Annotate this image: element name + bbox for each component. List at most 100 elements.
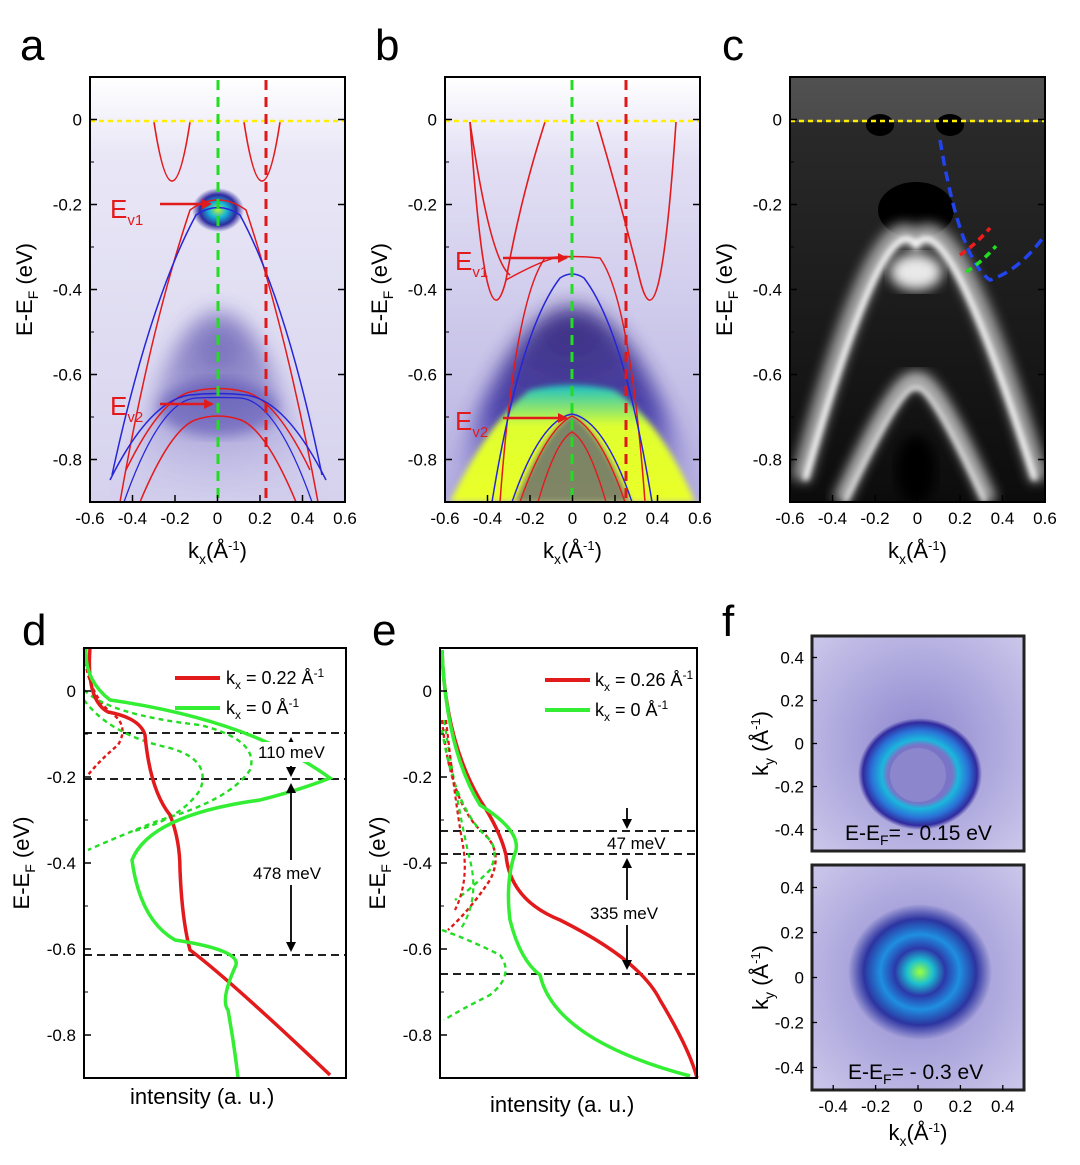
y-tick-label: -0.2 <box>775 778 804 797</box>
x-tick-label: 0.6 <box>1033 509 1057 528</box>
y-tick-label: -0.8 <box>403 1026 432 1045</box>
caption-top-map: E-EF= - 0.15 eV <box>845 822 992 848</box>
x-tick-label: -0.4 <box>118 509 147 528</box>
axes-ticks-a: 0 -0.2 -0.4 -0.6 -0.8 -0.6 -0.4 -0.2 0 0.2 0.4 0.6 k… <box>12 76 357 567</box>
axes-ticks-e: 0 -0.2 -0.4 -0.6 -0.8 E-EF (eV) <box>365 647 447 1079</box>
x-tick-label: -0.2 <box>160 509 189 528</box>
legend-item-e-green: kx = 0 Å-1 <box>595 698 669 724</box>
x-tick-label: 0.2 <box>948 509 972 528</box>
axes-ticks-d: 0 -0.2 -0.4 -0.6 -0.8 E-EF (eV) <box>9 647 91 1079</box>
y-tick-label: -0.6 <box>403 940 432 959</box>
y-tick-label: -0.2 <box>408 196 437 215</box>
y-tick-label: 0.2 <box>780 924 804 943</box>
y-axis-label: E-EF (eV) <box>365 817 394 910</box>
x-tick-label: -0.6 <box>775 509 804 528</box>
x-tick-label: 0.4 <box>991 1097 1015 1116</box>
x-tick-label: 0.6 <box>333 509 357 528</box>
y-tick-label: -0.4 <box>403 854 432 873</box>
y-tick-label: 0 <box>423 682 432 701</box>
x-tick-label: 0 <box>213 509 222 528</box>
x-tick-label: 0.2 <box>949 1097 973 1116</box>
y-tick-label: -0.8 <box>408 451 437 470</box>
panel-letter-f: f <box>722 597 735 646</box>
edc-plot-e <box>440 649 699 1079</box>
y-tick-label: 0 <box>773 111 782 130</box>
edc-plot-d <box>82 647 346 1079</box>
x-tick-label: -0.6 <box>430 509 459 528</box>
y-tick-label: -0.8 <box>53 451 82 470</box>
panel-letter-c: c <box>722 21 744 70</box>
ev2-label-b: Ev2 <box>455 406 488 441</box>
x-tick-label: -0.4 <box>819 1097 848 1116</box>
legend-item-d-red: kx = 0.22 Å-1 <box>226 666 325 692</box>
ev1-label-a: Ev1 <box>110 194 143 229</box>
ev1-label-b: Ev1 <box>455 246 488 281</box>
caption-bottom-map: E-EF= - 0.3 eV <box>848 1061 983 1087</box>
x-tick-label: 0 <box>913 1097 922 1116</box>
y-tick-label: -0.8 <box>47 1026 76 1045</box>
axes-ticks-c: 0 -0.2 -0.4 -0.6 -0.8 -0.6 -0.4 -0.2 0 0.2 0.4 0.6 k… <box>712 76 1057 567</box>
xlabel-d: intensity (a. u.) <box>130 1084 274 1109</box>
y-tick-label: -0.6 <box>53 366 82 385</box>
axes-ticks-f: 0.4 0.2 0 -0.2 -0.4 ky (Å-1) 0.4 0.2 0 -0.2 -0.4 ky… <box>748 649 1015 1150</box>
y-axis-label: ky (Å-1) <box>748 711 777 776</box>
x-tick-label: -0.4 <box>818 509 847 528</box>
panel-letter-a: a <box>20 21 45 70</box>
panel-c: c 0 -0.2 -0.4 -0.6 -0.8 -0.6 -0.4 -0.2 0 0.2 0.4 0.… <box>712 21 1057 567</box>
y-tick-label: -0.4 <box>408 281 437 300</box>
y-axis-label: E-EF (eV) <box>712 243 741 336</box>
y-tick-label: 0 <box>795 735 804 754</box>
y-tick-label: -0.4 <box>775 1059 804 1078</box>
x-tick-label: -0.4 <box>473 509 502 528</box>
y-tick-label: -0.6 <box>753 366 782 385</box>
annotation-478mev: 478 meV <box>253 864 322 883</box>
x-tick-label: -0.6 <box>75 509 104 528</box>
legend-item-d-green: kx = 0 Å-1 <box>226 696 300 722</box>
panel-a: a Ev1 Ev2 0-0.2-0.4-0.6-0.8-0.6- <box>12 21 357 567</box>
y-tick-label: 0.2 <box>780 692 804 711</box>
y-tick-label: 0 <box>73 111 82 130</box>
y-tick-label: -0.2 <box>53 196 82 215</box>
x-axis-label: kx(Å-1) <box>888 538 947 567</box>
xlabel-e: intensity (a. u.) <box>490 1092 634 1117</box>
legend-e: kx = 0.26 Å-1 kx = 0 Å-1 <box>545 668 694 724</box>
y-tick-label: -0.8 <box>753 451 782 470</box>
x-tick-label: -0.2 <box>861 1097 890 1116</box>
x-tick-label: -0.2 <box>860 509 889 528</box>
panel-d: d 110 meV 478 meV kx = 0.22 Å <box>9 606 347 1109</box>
y-axis-label: E-EF (eV) <box>9 817 38 910</box>
ev2-label-a: Ev2 <box>110 391 143 426</box>
y-tick-label: 0 <box>67 682 76 701</box>
y-tick-label: -0.2 <box>403 768 432 787</box>
annotation-47mev: 47 meV <box>607 834 666 853</box>
y-tick-label: 0 <box>795 969 804 988</box>
x-tick-label: 0.2 <box>248 509 272 528</box>
y-tick-label: 0.4 <box>780 649 804 668</box>
panel-letter-d: d <box>22 606 46 655</box>
y-tick-label: -0.6 <box>47 940 76 959</box>
y-tick-label: -0.2 <box>775 1014 804 1033</box>
y-axis-label: E-EF (eV) <box>367 243 396 336</box>
y-tick-label: -0.4 <box>775 821 804 840</box>
y-tick-label: 0 <box>428 111 437 130</box>
y-axis-label: ky (Å-1) <box>748 945 777 1010</box>
legend-d: kx = 0.22 Å-1 kx = 0 Å-1 <box>175 666 325 722</box>
y-tick-label: 0.4 <box>780 879 804 898</box>
y-tick-label: -0.2 <box>47 768 76 787</box>
annotation-335mev: 335 meV <box>590 904 659 923</box>
panel-f: f E-EF= - 0.15 eV E-EF= - 0.3 eV 0.40.20… <box>722 597 1026 1150</box>
x-axis-label: kx(Å-1) <box>188 538 247 567</box>
y-tick-label: -0.4 <box>53 281 82 300</box>
y-tick-label: -0.2 <box>753 196 782 215</box>
panel-e: e 47 meV 335 meV kx = 0.26 Å-1 k <box>365 606 699 1117</box>
y-tick-label: -0.4 <box>753 281 782 300</box>
panel-b: b Ev1 Ev2 0-0.2-0.4-0.6-0.8-0. <box>367 21 712 567</box>
y-tick-label: -0.4 <box>47 854 76 873</box>
x-axis-label: kx(Å-1) <box>889 1120 948 1149</box>
annotation-110mev: 110 meV <box>258 743 325 762</box>
y-axis-label: E-EF (eV) <box>12 243 41 336</box>
y-tick-label: -0.6 <box>408 366 437 385</box>
x-tick-label: 0.6 <box>688 509 712 528</box>
legend-item-e-red: kx = 0.26 Å-1 <box>595 668 694 694</box>
